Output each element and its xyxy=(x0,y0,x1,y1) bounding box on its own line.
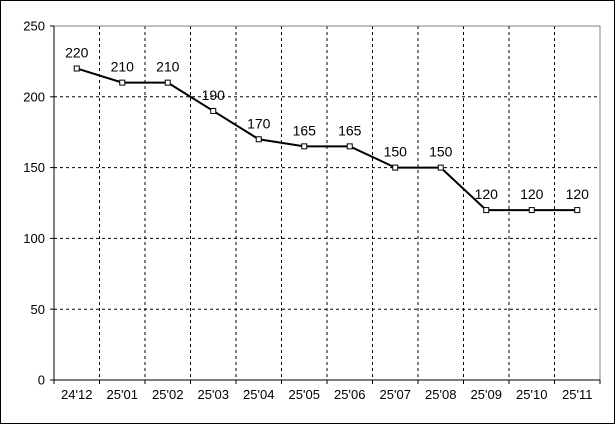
data-point-marker xyxy=(574,207,581,214)
x-tick-label: 25'03 xyxy=(198,387,229,402)
data-label: 120 xyxy=(520,186,544,202)
y-tick-label: 100 xyxy=(23,231,45,246)
data-point-marker xyxy=(119,79,126,86)
data-label: 150 xyxy=(429,144,453,160)
data-label: 165 xyxy=(338,122,362,138)
data-label: 170 xyxy=(247,115,271,131)
data-point-marker xyxy=(437,164,444,171)
y-tick-label: 250 xyxy=(23,19,45,34)
y-tick-label: 0 xyxy=(38,373,45,388)
data-label: 120 xyxy=(566,186,590,202)
data-point-marker xyxy=(392,164,399,171)
data-label: 190 xyxy=(202,87,226,103)
y-tick-label: 200 xyxy=(23,89,45,104)
data-point-marker xyxy=(528,207,535,214)
y-tick-label: 150 xyxy=(23,160,45,175)
data-point-marker xyxy=(164,79,171,86)
data-point-marker xyxy=(73,65,80,72)
x-tick-label: 25'04 xyxy=(243,387,274,402)
x-tick-label: 25'05 xyxy=(289,387,320,402)
x-tick-label: 25'02 xyxy=(152,387,183,402)
data-point-marker xyxy=(346,143,353,150)
x-tick-label: 25'08 xyxy=(425,387,456,402)
x-tick-label: 25'10 xyxy=(516,387,547,402)
data-label: 220 xyxy=(65,44,89,60)
x-tick-label: 25'07 xyxy=(380,387,411,402)
data-label: 165 xyxy=(293,122,317,138)
data-point-marker xyxy=(255,136,262,143)
data-point-marker xyxy=(483,207,490,214)
x-tick-label: 24'12 xyxy=(61,387,92,402)
data-point-marker xyxy=(301,143,308,150)
data-label: 210 xyxy=(111,59,135,75)
x-tick-label: 25'09 xyxy=(471,387,502,402)
y-tick-label: 50 xyxy=(31,302,45,317)
data-label: 120 xyxy=(475,186,499,202)
data-label: 210 xyxy=(156,59,180,75)
x-tick-label: 25'06 xyxy=(334,387,365,402)
x-tick-label: 25'01 xyxy=(107,387,138,402)
data-label: 150 xyxy=(384,144,408,160)
data-point-marker xyxy=(210,107,217,114)
x-tick-label: 25'11 xyxy=(562,387,592,402)
data-line xyxy=(76,67,578,212)
